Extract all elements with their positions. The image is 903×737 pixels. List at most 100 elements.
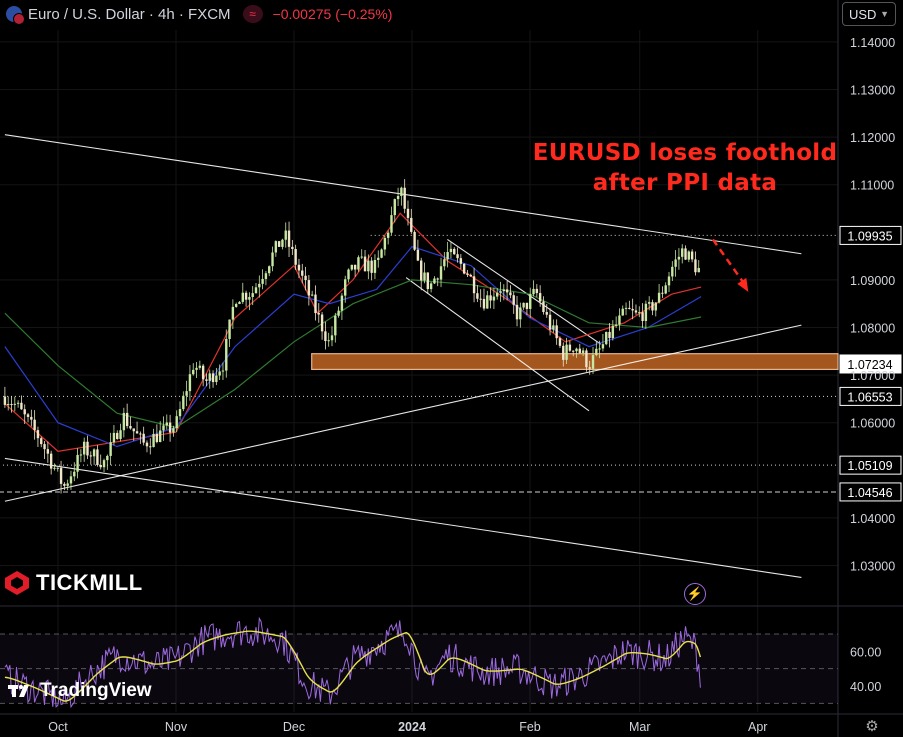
candle [119,430,122,439]
candle [142,433,145,443]
candle [231,306,235,320]
tickmill-logo-icon [5,571,29,595]
symbol-header[interactable]: Euro / U.S. Dollar · 4h · FXCM ≈ −0.0027… [6,4,392,25]
candle [684,248,687,260]
candle [218,371,221,376]
candle [46,449,50,454]
candle [228,319,231,339]
candle [400,187,403,196]
candle [469,274,472,277]
gear-icon[interactable]: ⚙ [865,718,879,735]
candle [73,471,76,477]
candle [82,441,86,455]
candle [7,404,10,406]
platform-logo: TradingView [8,680,152,702]
candle [66,483,69,486]
candle [644,303,648,322]
trendline[interactable] [4,134,802,255]
candle [453,248,456,255]
candle [377,257,380,260]
trendline[interactable] [405,277,590,412]
headline-line-2: after PPI data [592,170,778,196]
time-tick-label: Nov [165,720,188,734]
candle [188,374,192,392]
candle [420,260,423,281]
candle [178,409,182,417]
candle [208,373,211,381]
candle [628,307,631,309]
candle [211,373,215,383]
candle [512,295,515,305]
candle [291,246,294,250]
candle [383,237,387,250]
candle [347,269,350,280]
candle [370,260,373,273]
candle [99,464,102,468]
candle [657,292,661,303]
candle [505,289,509,293]
candle [651,302,654,311]
candle [552,325,555,330]
candle [158,430,162,442]
trendline[interactable] [447,239,602,345]
candle [96,449,99,465]
candle [172,428,175,433]
time-tick-label: Apr [748,720,767,734]
candle [568,344,572,351]
currency-selector[interactable]: USD ▼ [842,2,896,26]
trendline[interactable] [4,324,802,502]
price-level-label: 1.09935 [847,229,892,243]
candle [225,338,228,371]
price-level-box [839,354,902,374]
price-level-label: 1.05109 [847,459,892,473]
moving-average-line-1 [4,212,702,452]
candle [608,331,611,339]
trendline[interactable] [4,457,802,578]
candle [380,249,383,258]
currency-value: USD [849,6,877,22]
candle [558,338,562,346]
candle [611,325,615,339]
candle [244,292,248,300]
indicator-icon[interactable]: ≈ [242,5,263,23]
candle [367,260,370,272]
candle [532,288,535,295]
candle [198,365,202,368]
candle [13,403,17,405]
candle [462,263,466,274]
candle [647,302,651,304]
candle [155,433,159,442]
candle [472,276,476,294]
price-tick-label: 1.06000 [850,417,895,431]
broker-logo: TICKMILL [4,570,143,596]
candle [542,301,545,313]
chart-headline: EURUSD loses foothold after PPI data [520,138,850,198]
candle [601,344,605,349]
candle [661,292,664,294]
candle [390,215,393,233]
support-zone [311,353,839,371]
candle [145,442,149,447]
lightning-icon[interactable]: ⚡ [684,583,706,605]
candle [565,344,568,360]
candle [476,293,479,299]
price-tick-label: 1.08000 [850,322,895,336]
candle [439,266,443,280]
candle [535,288,539,294]
candle [258,283,261,288]
candle [350,264,354,270]
candle [581,350,585,353]
candle [324,331,327,342]
candle [106,455,109,461]
projection-arrow-head [737,277,749,292]
rsi-tick-label: 40.00 [850,680,881,694]
candle [334,315,337,336]
candle [624,307,628,309]
candle [287,230,291,247]
candle [585,350,588,368]
candle [277,241,281,247]
candle [410,217,413,232]
candle [3,396,7,405]
candle [525,302,529,309]
